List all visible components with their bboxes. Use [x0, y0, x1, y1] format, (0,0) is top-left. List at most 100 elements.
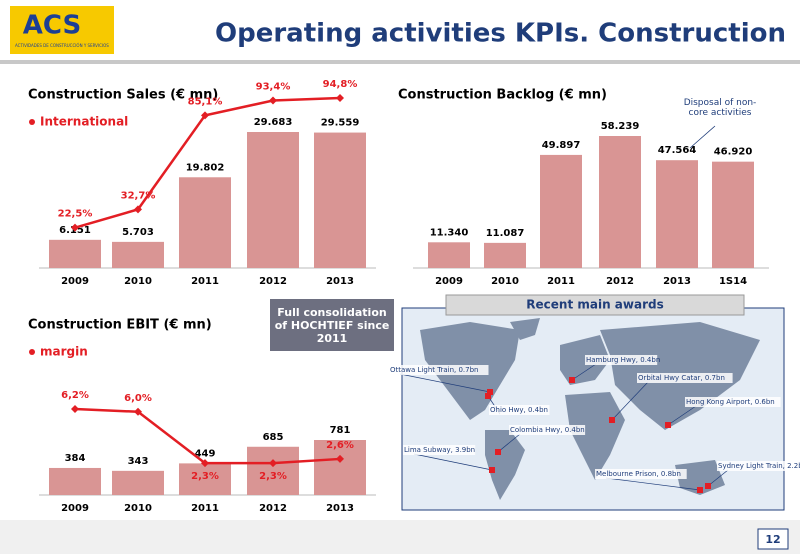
award-leader	[667, 405, 697, 426]
awards-title-box	[445, 294, 745, 316]
line-point	[269, 459, 277, 468]
line-value-label: 94,8%	[323, 79, 358, 90]
x-tick-label: 2011	[191, 276, 219, 287]
x-tick-label: 2010	[491, 276, 519, 287]
chart-title: Construction EBIT (€ mn)	[28, 318, 212, 333]
bar-value-label: 49.897	[542, 140, 581, 151]
line-point	[336, 454, 344, 463]
bar	[428, 242, 470, 268]
line-point	[201, 459, 209, 468]
line-point	[71, 405, 79, 413]
x-tick-label: 2009	[61, 276, 89, 287]
line-point	[201, 111, 209, 120]
bar-value-label: 58.239	[601, 121, 640, 132]
bar-value-label: 384	[65, 453, 86, 464]
line-value-label: 2,3%	[191, 471, 219, 482]
x-tick-label: 2013	[326, 276, 354, 287]
x-tick-label: 2009	[61, 503, 89, 514]
x-tick-label: 2009	[435, 276, 463, 287]
header-rule	[0, 60, 800, 64]
award-label-bg	[403, 445, 476, 455]
bar	[314, 132, 366, 268]
x-tick-label: 2012	[606, 276, 634, 287]
bar-value-label: 29.683	[254, 117, 293, 128]
bar-value-label: 29.559	[321, 118, 360, 129]
bar-value-label: 19.802	[186, 162, 225, 173]
bar	[179, 177, 231, 268]
bar	[599, 136, 641, 268]
bar-value-label: 781	[330, 425, 351, 436]
award-leader	[571, 363, 597, 381]
logo-subtitle: ACTIVIDADES DE CONSTRUCCIÓN Y SERVICIOS	[15, 43, 109, 48]
world-map	[420, 318, 760, 500]
award-label: Ottawa Light Train, 0.7bn	[390, 366, 478, 374]
x-tick-label: 1S14	[719, 276, 747, 287]
bar-value-label: 11.087	[486, 228, 525, 239]
page-number: 12	[765, 533, 780, 546]
chart-title: Construction Sales (€ mn)	[28, 88, 218, 103]
award-label-bg	[389, 365, 489, 375]
bar	[247, 132, 299, 268]
award-leader	[399, 373, 491, 393]
x-tick-label: 2011	[191, 503, 219, 514]
annotation-leader	[689, 125, 716, 149]
page-box	[757, 528, 789, 550]
award-marker	[665, 422, 671, 428]
award-label: Sydney Light Train, 2.2bn	[718, 462, 800, 470]
award-marker	[705, 483, 711, 489]
award-label-bg	[595, 469, 687, 479]
award-label: Hong Kong Airport, 0.6bn	[686, 398, 775, 406]
award-label: Orbital Hwy Catar, 0.7bn	[638, 374, 725, 382]
annotation: Disposal of non-core activities	[683, 98, 757, 118]
bar	[247, 446, 299, 495]
award-leader	[497, 433, 521, 453]
logo-box	[10, 6, 114, 54]
line-point	[134, 407, 142, 416]
award-marker	[697, 487, 703, 493]
bar	[112, 241, 164, 268]
bar	[112, 470, 164, 495]
bar-value-label: 685	[263, 432, 284, 443]
line-point	[134, 205, 142, 214]
bar-value-label: 343	[128, 456, 149, 467]
x-tick-label: 2010	[124, 276, 152, 287]
awards-title: Recent main awards	[526, 298, 663, 312]
slide-title: Operating activities KPIs. Construction	[215, 19, 786, 49]
x-tick-label: 2013	[663, 276, 691, 287]
award-label: Melbourne Prison, 0.8bn	[596, 470, 681, 478]
award-label-bg	[685, 397, 781, 407]
line-point	[71, 223, 79, 232]
logo: ACS	[23, 11, 81, 41]
award-leader	[413, 453, 493, 471]
line-value-label: 6,0%	[124, 393, 152, 404]
bar-value-label: 11.340	[430, 227, 469, 238]
award-label-bg	[585, 355, 658, 365]
line-value-label: 32,7%	[121, 190, 156, 201]
bar	[484, 242, 526, 268]
x-tick-label: 2013	[326, 503, 354, 514]
x-tick-label: 2012	[259, 503, 287, 514]
award-leader	[707, 469, 729, 487]
award-marker	[569, 377, 575, 383]
bar	[179, 463, 231, 495]
bar	[656, 160, 698, 268]
legend-label: International	[40, 115, 128, 129]
legend-label: margin	[40, 345, 88, 359]
bar-value-label: 5.703	[122, 227, 154, 238]
chart-title: Construction Backlog (€ mn)	[398, 88, 607, 103]
note: Full consolidation of HOCHTIEF since 201…	[270, 299, 394, 351]
bar-value-label: 47.564	[658, 145, 697, 156]
legend-marker	[29, 349, 35, 355]
line-value-label: 22,5%	[58, 209, 93, 220]
award-marker	[485, 393, 491, 399]
line-value-label: 93,4%	[256, 82, 291, 93]
award-marker	[489, 467, 495, 473]
award-leader	[611, 381, 649, 421]
award-marker	[495, 449, 501, 455]
footer-band	[0, 520, 800, 554]
award-marker	[609, 417, 615, 423]
line-value-label: 6,2%	[61, 390, 89, 401]
award-marker	[487, 389, 493, 395]
